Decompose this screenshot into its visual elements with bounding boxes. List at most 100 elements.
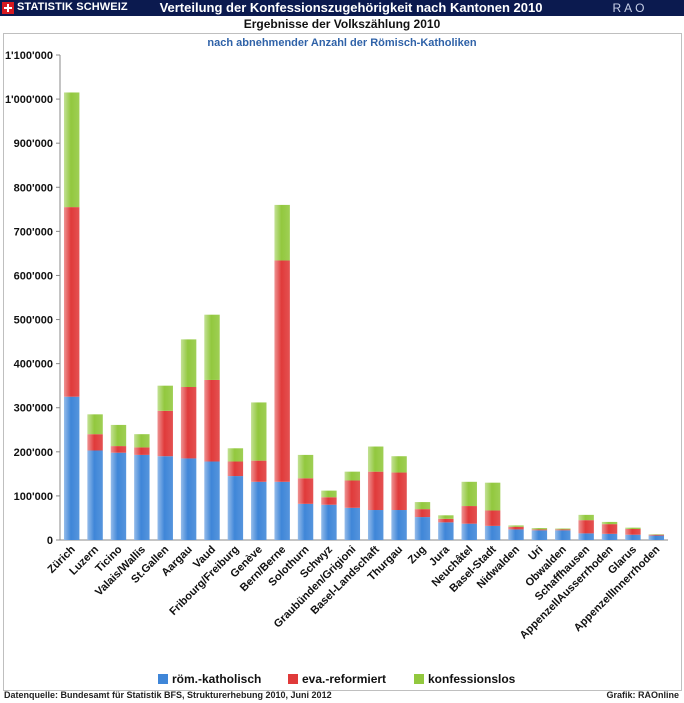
bar-segment <box>87 434 103 451</box>
bar-segment <box>63 396 80 540</box>
chart-subtitle: nach abnehmender Anzahl der Römisch-Kath… <box>207 37 477 49</box>
bar-segment <box>625 534 641 540</box>
y-tick-label: 1'000'000 <box>5 94 53 106</box>
bar-segment <box>601 533 618 540</box>
y-tick-label: 400'000 <box>14 359 53 371</box>
y-tick-label: 1'100'000 <box>5 50 53 62</box>
bar-segment <box>204 314 220 380</box>
chart-legend: röm.-katholisch eva.-reformiert konfession… <box>0 672 684 688</box>
bar-segment <box>391 456 407 473</box>
bar-segment <box>578 533 594 540</box>
bar-segment <box>414 517 431 540</box>
y-tick-label: 800'000 <box>14 182 53 194</box>
bar-segment <box>274 204 290 261</box>
bar-segment <box>438 518 454 523</box>
bar-segment <box>227 476 244 540</box>
bar-segment <box>157 385 173 411</box>
bar-segment <box>648 535 665 540</box>
bar-segment <box>321 504 337 540</box>
bar-segment <box>297 478 314 504</box>
legend-swatch <box>158 674 168 684</box>
y-tick-label: 300'000 <box>14 403 53 415</box>
bar-segment <box>461 481 477 507</box>
bar-segment <box>461 506 477 524</box>
bar-segment <box>204 461 220 540</box>
bar-segment <box>251 460 267 482</box>
bar-segment <box>251 402 267 461</box>
bar-segment <box>110 452 127 540</box>
chart-frame <box>3 33 682 691</box>
bar-segment <box>438 515 454 519</box>
bar-segment <box>508 526 524 530</box>
brand-text: STATISTIK SCHWEIZ <box>17 1 128 13</box>
data-source: Datenquelle: Bundesamt für Statistik BFS… <box>4 690 332 700</box>
bar-segment <box>484 510 501 526</box>
bar-segment <box>484 482 501 511</box>
bar-segment <box>367 510 384 540</box>
bar-segment <box>625 527 641 529</box>
legend-swatch <box>414 674 424 684</box>
bar-segment <box>555 529 571 531</box>
legend-label: röm.-katholisch <box>172 672 262 686</box>
swiss-flag-icon <box>2 2 14 14</box>
bar-segment <box>180 339 197 388</box>
bar-segment <box>321 490 337 498</box>
bar-segment <box>601 521 618 525</box>
bar-segment <box>134 434 150 448</box>
bar-segment <box>204 379 220 462</box>
y-tick-label: 900'000 <box>14 138 53 150</box>
bar-segment <box>531 528 548 530</box>
y-tick-label: 200'000 <box>14 447 53 459</box>
bar-segment <box>344 471 361 481</box>
y-tick-label: 600'000 <box>14 270 53 282</box>
bar-segment <box>508 529 524 540</box>
legend-label: eva.-reformiert <box>302 672 387 686</box>
bar-segment <box>601 524 618 534</box>
bar-segment <box>555 530 571 540</box>
bar-segment <box>297 503 314 540</box>
x-tick-label: Zug <box>406 544 429 567</box>
bar-segment <box>180 458 197 540</box>
bar-segment <box>344 480 361 508</box>
bar-segment <box>274 260 290 482</box>
bar-segment <box>531 529 548 531</box>
bar-segment <box>157 410 173 457</box>
bar-segment <box>134 454 150 540</box>
bar-segment <box>648 534 665 536</box>
bar-segment <box>297 454 314 479</box>
bar-segment <box>274 481 290 540</box>
y-tick-label: 700'000 <box>14 226 53 238</box>
bar-segment <box>531 530 548 540</box>
bar-segment <box>227 461 244 477</box>
bar-segment <box>578 520 594 534</box>
bar-segment <box>344 507 361 540</box>
bar-segment <box>110 424 127 447</box>
bar-segment <box>625 528 641 535</box>
legend-swatch <box>288 674 298 684</box>
bar-segment <box>63 92 80 208</box>
bar-segment <box>63 207 80 397</box>
bar-segment <box>578 514 594 521</box>
graphic-credit: Grafik: RAOnline <box>606 690 679 700</box>
bar-segment <box>134 447 150 455</box>
bar-segment <box>414 502 431 510</box>
bar-segment <box>251 481 267 540</box>
bar-segment <box>87 414 103 435</box>
bar-segment <box>321 497 337 505</box>
header-bar: STATISTIK SCHWEIZ Verteilung der Konfess… <box>0 0 684 16</box>
bar-segment <box>391 510 407 540</box>
bar-segment <box>391 472 407 511</box>
rao-label: RAO <box>612 1 648 15</box>
y-tick-label: 100'000 <box>14 491 53 503</box>
bar-segment <box>438 522 454 540</box>
y-tick-label: 0 <box>47 535 53 547</box>
bar-segment <box>461 523 477 540</box>
footer: Datenquelle: Bundesamt für Statistik BFS… <box>0 690 684 703</box>
bar-segment <box>555 528 571 530</box>
legend-label: konfessionslos <box>428 672 516 686</box>
bar-segment <box>87 450 103 540</box>
bar-segment <box>180 387 197 459</box>
chart-title: Ergebnisse der Volkszählung 2010 <box>243 17 441 31</box>
y-tick-label: 500'000 <box>14 315 53 327</box>
